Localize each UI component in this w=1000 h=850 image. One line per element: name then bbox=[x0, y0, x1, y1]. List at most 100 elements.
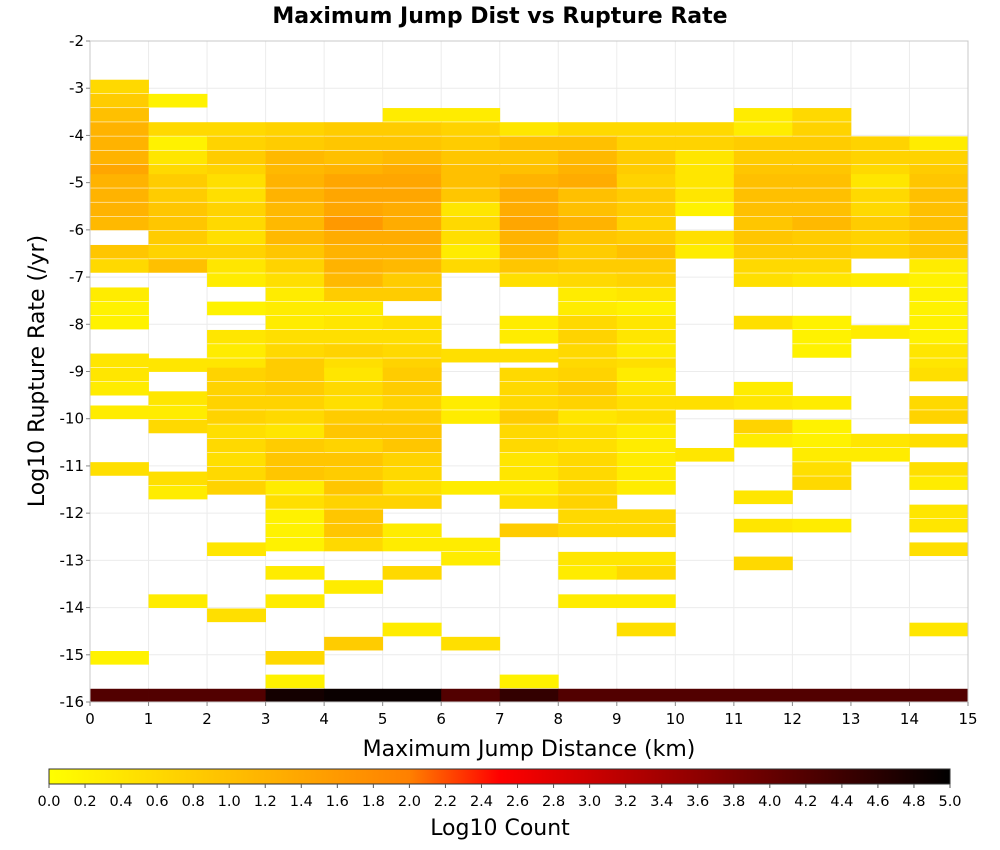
heatmap-cell bbox=[382, 495, 442, 509]
heatmap-cell bbox=[265, 287, 325, 302]
heatmap-cell bbox=[558, 523, 618, 538]
heatmap-cell bbox=[792, 216, 852, 231]
heatmap-cell bbox=[909, 518, 969, 533]
heatmap-cell bbox=[148, 485, 208, 500]
heatmap-cell bbox=[499, 329, 559, 344]
heatmap-cell bbox=[265, 523, 325, 538]
heatmap-cell bbox=[207, 410, 266, 424]
heatmap-cell bbox=[909, 622, 969, 637]
heatmap-cell bbox=[90, 188, 149, 202]
heatmap-cell bbox=[792, 122, 852, 136]
heatmap-cell bbox=[382, 566, 442, 580]
heatmap-cell bbox=[382, 174, 442, 188]
heatmap-cell bbox=[441, 108, 501, 122]
heatmap-cell bbox=[90, 79, 149, 94]
heatmap-cell bbox=[207, 542, 266, 557]
heatmap-cell bbox=[148, 391, 208, 405]
heatmap-cell bbox=[499, 315, 559, 330]
colorbar-tick-label: 1.0 bbox=[218, 794, 241, 810]
heatmap-cell bbox=[324, 410, 384, 424]
colorbar-tick-label: 4.0 bbox=[758, 794, 781, 810]
heatmap-cell bbox=[616, 344, 676, 358]
heatmap-cell bbox=[382, 452, 442, 467]
heatmap-cell bbox=[90, 136, 149, 150]
heatmap-cell bbox=[499, 202, 559, 217]
heatmap-cell bbox=[909, 244, 969, 259]
heatmap-cell bbox=[558, 301, 618, 316]
heatmap-cell bbox=[616, 122, 676, 136]
heatmap-cell bbox=[207, 174, 266, 188]
heatmap-cell bbox=[499, 424, 559, 438]
heatmap-cell bbox=[441, 537, 501, 552]
heatmap-cell bbox=[558, 466, 618, 481]
heatmap-cell bbox=[265, 466, 325, 481]
heatmap-cell bbox=[207, 301, 266, 316]
heatmap-cell bbox=[441, 216, 501, 231]
heatmap-cell bbox=[558, 230, 618, 245]
heatmap-cell bbox=[909, 216, 969, 231]
y-tick-label: -5 bbox=[69, 174, 84, 192]
heatmap-cell bbox=[675, 396, 735, 410]
heatmap-cell bbox=[324, 344, 384, 358]
heatmap-cell bbox=[148, 594, 208, 608]
heatmap-cell bbox=[382, 688, 442, 703]
heatmap-cell bbox=[616, 329, 676, 344]
heatmap-cell bbox=[850, 244, 910, 259]
heatmap-cell bbox=[148, 405, 208, 420]
x-axis-ticks: 0 1 2 3 4 5 6 7 8 9 10 11 12 13 14 15 bbox=[85, 702, 978, 728]
heatmap-cell bbox=[792, 447, 852, 462]
y-tick-label: -14 bbox=[60, 599, 85, 617]
heatmap-cell bbox=[616, 259, 676, 273]
heatmap-cell bbox=[265, 174, 325, 188]
heatmap-cell bbox=[441, 244, 501, 259]
heatmap-cell bbox=[499, 216, 559, 231]
heatmap-cell bbox=[733, 230, 793, 245]
heatmap-cell bbox=[850, 325, 910, 339]
heatmap-cell bbox=[558, 174, 618, 188]
heatmap-cell bbox=[207, 396, 266, 410]
heatmap-cell bbox=[558, 424, 618, 438]
heatmap-cell bbox=[382, 410, 442, 424]
x-tick-label: 4 bbox=[319, 710, 329, 728]
x-tick-label: 0 bbox=[85, 710, 95, 728]
heatmap-cell bbox=[909, 462, 969, 476]
heatmap-cell bbox=[382, 216, 442, 231]
heatmap-cell bbox=[207, 244, 266, 259]
y-tick-label: -6 bbox=[69, 221, 84, 239]
heatmap-cell bbox=[792, 244, 852, 259]
heatmap-cell bbox=[382, 438, 442, 453]
heatmap-cell bbox=[265, 438, 325, 453]
heatmap-cell bbox=[909, 136, 969, 150]
heatmap-cell bbox=[382, 329, 442, 344]
heatmap-cell bbox=[324, 287, 384, 302]
x-tick-label: 12 bbox=[783, 710, 802, 728]
y-tick-label: -10 bbox=[60, 410, 85, 428]
heatmap-cell bbox=[148, 419, 208, 434]
heatmap-cell bbox=[324, 259, 384, 273]
colorbar-tick-label: 3.8 bbox=[722, 794, 745, 810]
heatmap-cell bbox=[733, 518, 793, 533]
heatmap-cell bbox=[909, 688, 969, 703]
heatmap-cell bbox=[616, 301, 676, 316]
heatmap-cell bbox=[792, 136, 852, 150]
heatmap-cell bbox=[499, 523, 559, 538]
heatmap-cell bbox=[382, 344, 442, 358]
heatmap-cell bbox=[324, 509, 384, 523]
heatmap-cell bbox=[909, 367, 969, 382]
heatmap-cell bbox=[148, 174, 208, 188]
heatmap-cell bbox=[382, 122, 442, 136]
heatmap-cell bbox=[441, 396, 501, 410]
heatmap-cell bbox=[265, 688, 325, 703]
heatmap-cell bbox=[265, 381, 325, 396]
heatmap-cell bbox=[324, 438, 384, 453]
heatmap-cell bbox=[558, 688, 618, 703]
heatmap-cell bbox=[558, 329, 618, 344]
heatmap-cell bbox=[324, 523, 384, 538]
heatmap-cell bbox=[324, 136, 384, 150]
heatmap-cell bbox=[382, 622, 442, 637]
y-axis-ticks: -2 -3 -4 -5 -6 -7 -8 -9 -10 -11 -12 -13 -14 -15 -16 bbox=[60, 32, 90, 711]
heatmap-cell bbox=[733, 688, 793, 703]
heatmap-cell bbox=[499, 273, 559, 287]
heatmap-cell bbox=[792, 174, 852, 188]
heatmap-cell bbox=[616, 216, 676, 231]
